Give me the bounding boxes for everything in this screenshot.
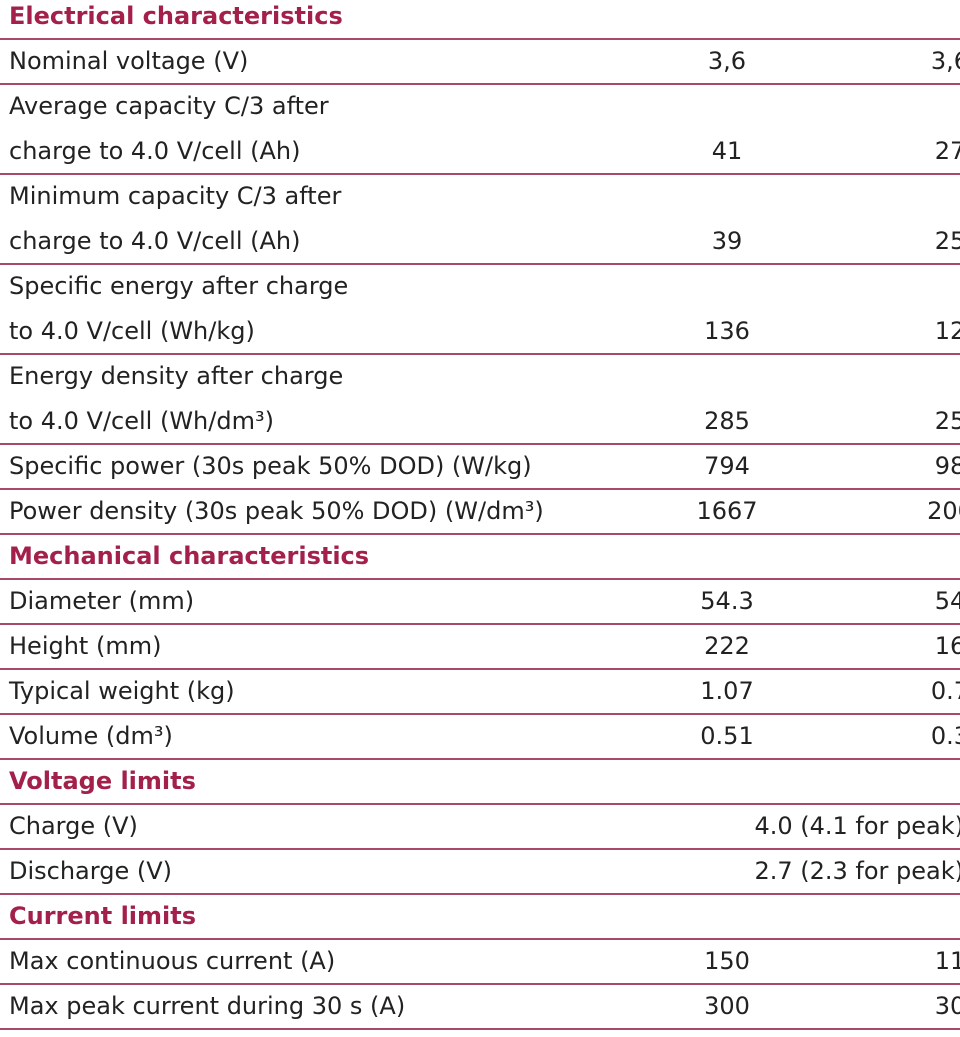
- row-line: [0, 758, 960, 760]
- value: 16: [934, 632, 960, 660]
- section-title: Mechanical characteristics: [9, 542, 370, 570]
- value: 0.3: [930, 722, 960, 750]
- row-label: charge to 4.0 V/cell (Ah): [9, 227, 301, 255]
- row-line: [0, 938, 960, 940]
- value: 794: [704, 452, 750, 480]
- row-line: [0, 893, 960, 895]
- row-label: Volume (dm³): [9, 722, 173, 750]
- row-label: Typical weight (kg): [9, 677, 235, 705]
- value: 0.51: [700, 722, 754, 750]
- row-line: [0, 353, 960, 355]
- row-line: [0, 83, 960, 85]
- row-line: [0, 263, 960, 265]
- value: 30: [934, 992, 960, 1020]
- value: 41: [711, 137, 743, 165]
- row-label: charge to 4.0 V/cell (Ah): [9, 137, 301, 165]
- row-line: [0, 713, 960, 715]
- row-label: Energy density after charge: [9, 362, 344, 390]
- section-title: Current limits: [9, 902, 197, 930]
- section-title: Electrical characteristics: [9, 2, 343, 30]
- value: 2.7 (2.3 for peak): [754, 857, 960, 885]
- row-label: Discharge (V): [9, 857, 172, 885]
- row-label: Height (mm): [9, 632, 162, 660]
- row-line: [0, 443, 960, 445]
- row-line: [0, 668, 960, 670]
- row-line: [0, 623, 960, 625]
- value: 0.7: [930, 677, 960, 705]
- row-label: Max peak current during 30 s (A): [9, 992, 406, 1020]
- value: 54.3: [700, 587, 754, 615]
- row-label: Minimum capacity C/3 after: [9, 182, 342, 210]
- value: 3,6: [707, 47, 747, 75]
- value: 27: [934, 137, 960, 165]
- value: 1667: [696, 497, 758, 525]
- row-label: Diameter (mm): [9, 587, 195, 615]
- row-line: [0, 578, 960, 580]
- value: 11: [934, 947, 960, 975]
- row-label: Specific energy after charge: [9, 272, 349, 300]
- row-line: [0, 488, 960, 490]
- value: 150: [704, 947, 750, 975]
- value: 4.0 (4.1 for peak): [754, 812, 960, 840]
- value: 300: [704, 992, 750, 1020]
- value: 136: [704, 317, 750, 345]
- section-title: Voltage limits: [9, 767, 196, 795]
- row-line: [0, 803, 960, 805]
- value: 25: [934, 227, 960, 255]
- row-line: [0, 38, 960, 40]
- row-label: Nominal voltage (V): [9, 47, 249, 75]
- row-line: [0, 173, 960, 175]
- row-label: Charge (V): [9, 812, 138, 840]
- row-label: Max continuous current (A): [9, 947, 336, 975]
- value: 12: [934, 317, 960, 345]
- value: 200: [927, 497, 960, 525]
- row-line: [0, 533, 960, 535]
- value: 39: [711, 227, 743, 255]
- value: 285: [704, 407, 750, 435]
- row-label: to 4.0 V/cell (Wh/kg): [9, 317, 255, 345]
- value: 3,6: [930, 47, 960, 75]
- value: 1.07: [700, 677, 754, 705]
- row-label: Specific power (30s peak 50% DOD) (W/kg): [9, 452, 532, 480]
- row-label: Average capacity C/3 after: [9, 92, 329, 120]
- row-line: [0, 848, 960, 850]
- row-line: [0, 1028, 960, 1030]
- value: 98: [934, 452, 960, 480]
- row-line: [0, 983, 960, 985]
- value: 25: [934, 407, 960, 435]
- value: 222: [704, 632, 750, 660]
- value: 54: [934, 587, 960, 615]
- row-label: to 4.0 V/cell (Wh/dm³): [9, 407, 274, 435]
- row-label: Power density (30s peak 50% DOD) (W/dm³): [9, 497, 544, 525]
